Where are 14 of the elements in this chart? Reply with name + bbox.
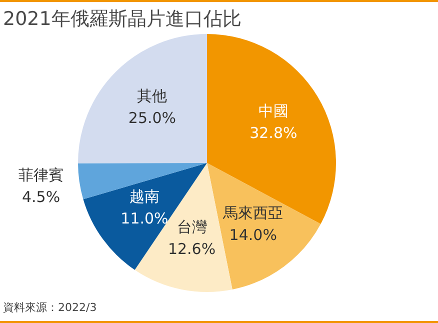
data-label: 14.0% — [229, 226, 277, 244]
data-label: 11.0% — [120, 210, 168, 228]
chart-title: 2021年俄羅斯晶片進口佔比 — [3, 7, 242, 32]
data-label: 4.5% — [22, 188, 60, 206]
data-label: 12.6% — [168, 240, 216, 258]
slice-label: 菲律賓 — [18, 166, 64, 184]
slice-label: 越南 — [129, 188, 160, 206]
data-label: 32.8% — [250, 124, 298, 142]
source-note: 資料來源：2022/3 — [3, 300, 97, 315]
slice-label: 中國 — [258, 102, 288, 120]
data-label: 25.0% — [128, 109, 176, 128]
slice-label: 台灣 — [176, 218, 207, 236]
slice-label: 馬來西亞 — [222, 204, 284, 222]
slice-label: 其他 — [137, 87, 168, 106]
